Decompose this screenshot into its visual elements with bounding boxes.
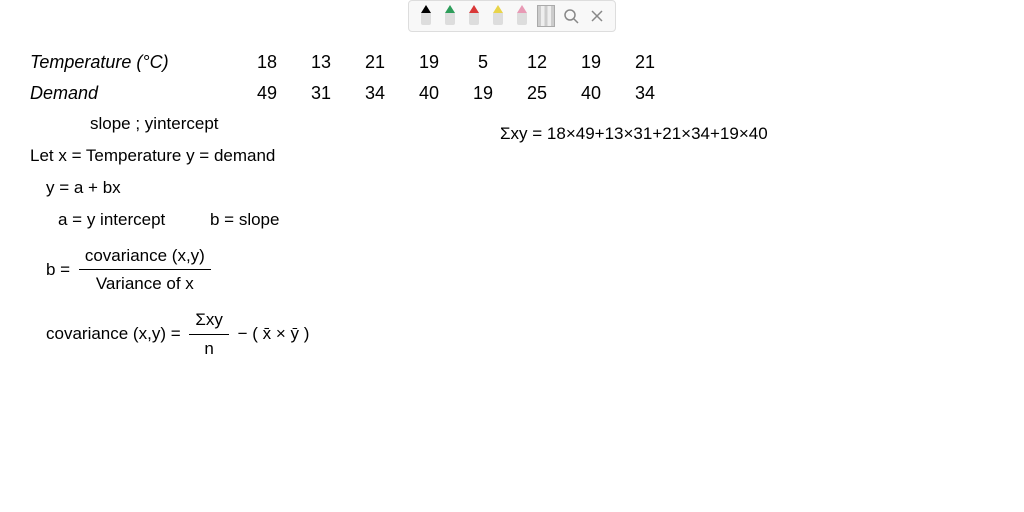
frac-num-cov: covariance (x,y) (79, 244, 211, 271)
demand-values: 49 31 34 40 19 25 40 34 (240, 81, 672, 106)
table-row: Demand 49 31 34 40 19 25 40 34 (30, 81, 994, 106)
pen-green-icon[interactable] (441, 5, 459, 27)
row-label-demand: Demand (30, 81, 240, 106)
work-cov-formula: covariance (x,y) = Σxy n − ( x̄ × ȳ ) (46, 308, 994, 361)
temperature-values: 18 13 21 19 5 12 19 21 (240, 50, 672, 75)
frac-num-sxy: Σxy (189, 308, 229, 335)
pen-red-icon[interactable] (465, 5, 483, 27)
pen-black-icon[interactable] (417, 5, 435, 27)
sigma-label: Σxy = (500, 124, 542, 143)
work-cov-lhs: covariance (x,y) = (46, 324, 185, 343)
close-icon[interactable] (587, 6, 607, 26)
toolbar (408, 0, 616, 32)
fraction-cov: Σxy n (189, 308, 229, 361)
sigma-expression: 18×49+13×31+21×34+19×40 (547, 124, 768, 143)
search-icon[interactable] (561, 6, 581, 26)
row-label-temperature: Temperature (°C) (30, 50, 240, 75)
ruler-icon[interactable] (537, 5, 555, 27)
sigma-xy-equation: Σxy = 18×49+13×31+21×34+19×40 (500, 122, 768, 146)
work-a-def: a = y intercept (58, 210, 165, 229)
whiteboard-content: Temperature (°C) 18 13 21 19 5 12 19 21 … (30, 50, 994, 369)
work-b-formula: b = covariance (x,y) Variance of x (46, 244, 994, 297)
work-b-lhs: b = (46, 259, 75, 278)
work-regression-eq: y = a + bx (46, 176, 994, 200)
frac-den-n: n (198, 335, 219, 361)
pen-pink-icon[interactable] (513, 5, 531, 27)
work-b-def: b = slope (210, 210, 279, 229)
pen-yellow-icon[interactable] (489, 5, 507, 27)
frac-den-var: Variance of x (90, 270, 200, 296)
work-let-xy: Let x = Temperature y = demand (30, 144, 994, 168)
work-cov-tail: − ( x̄ × ȳ ) (238, 324, 310, 343)
work-a-b-defs: a = y intercept b = slope (58, 208, 994, 232)
fraction-b: covariance (x,y) Variance of x (79, 244, 211, 297)
table-row: Temperature (°C) 18 13 21 19 5 12 19 21 (30, 50, 994, 75)
